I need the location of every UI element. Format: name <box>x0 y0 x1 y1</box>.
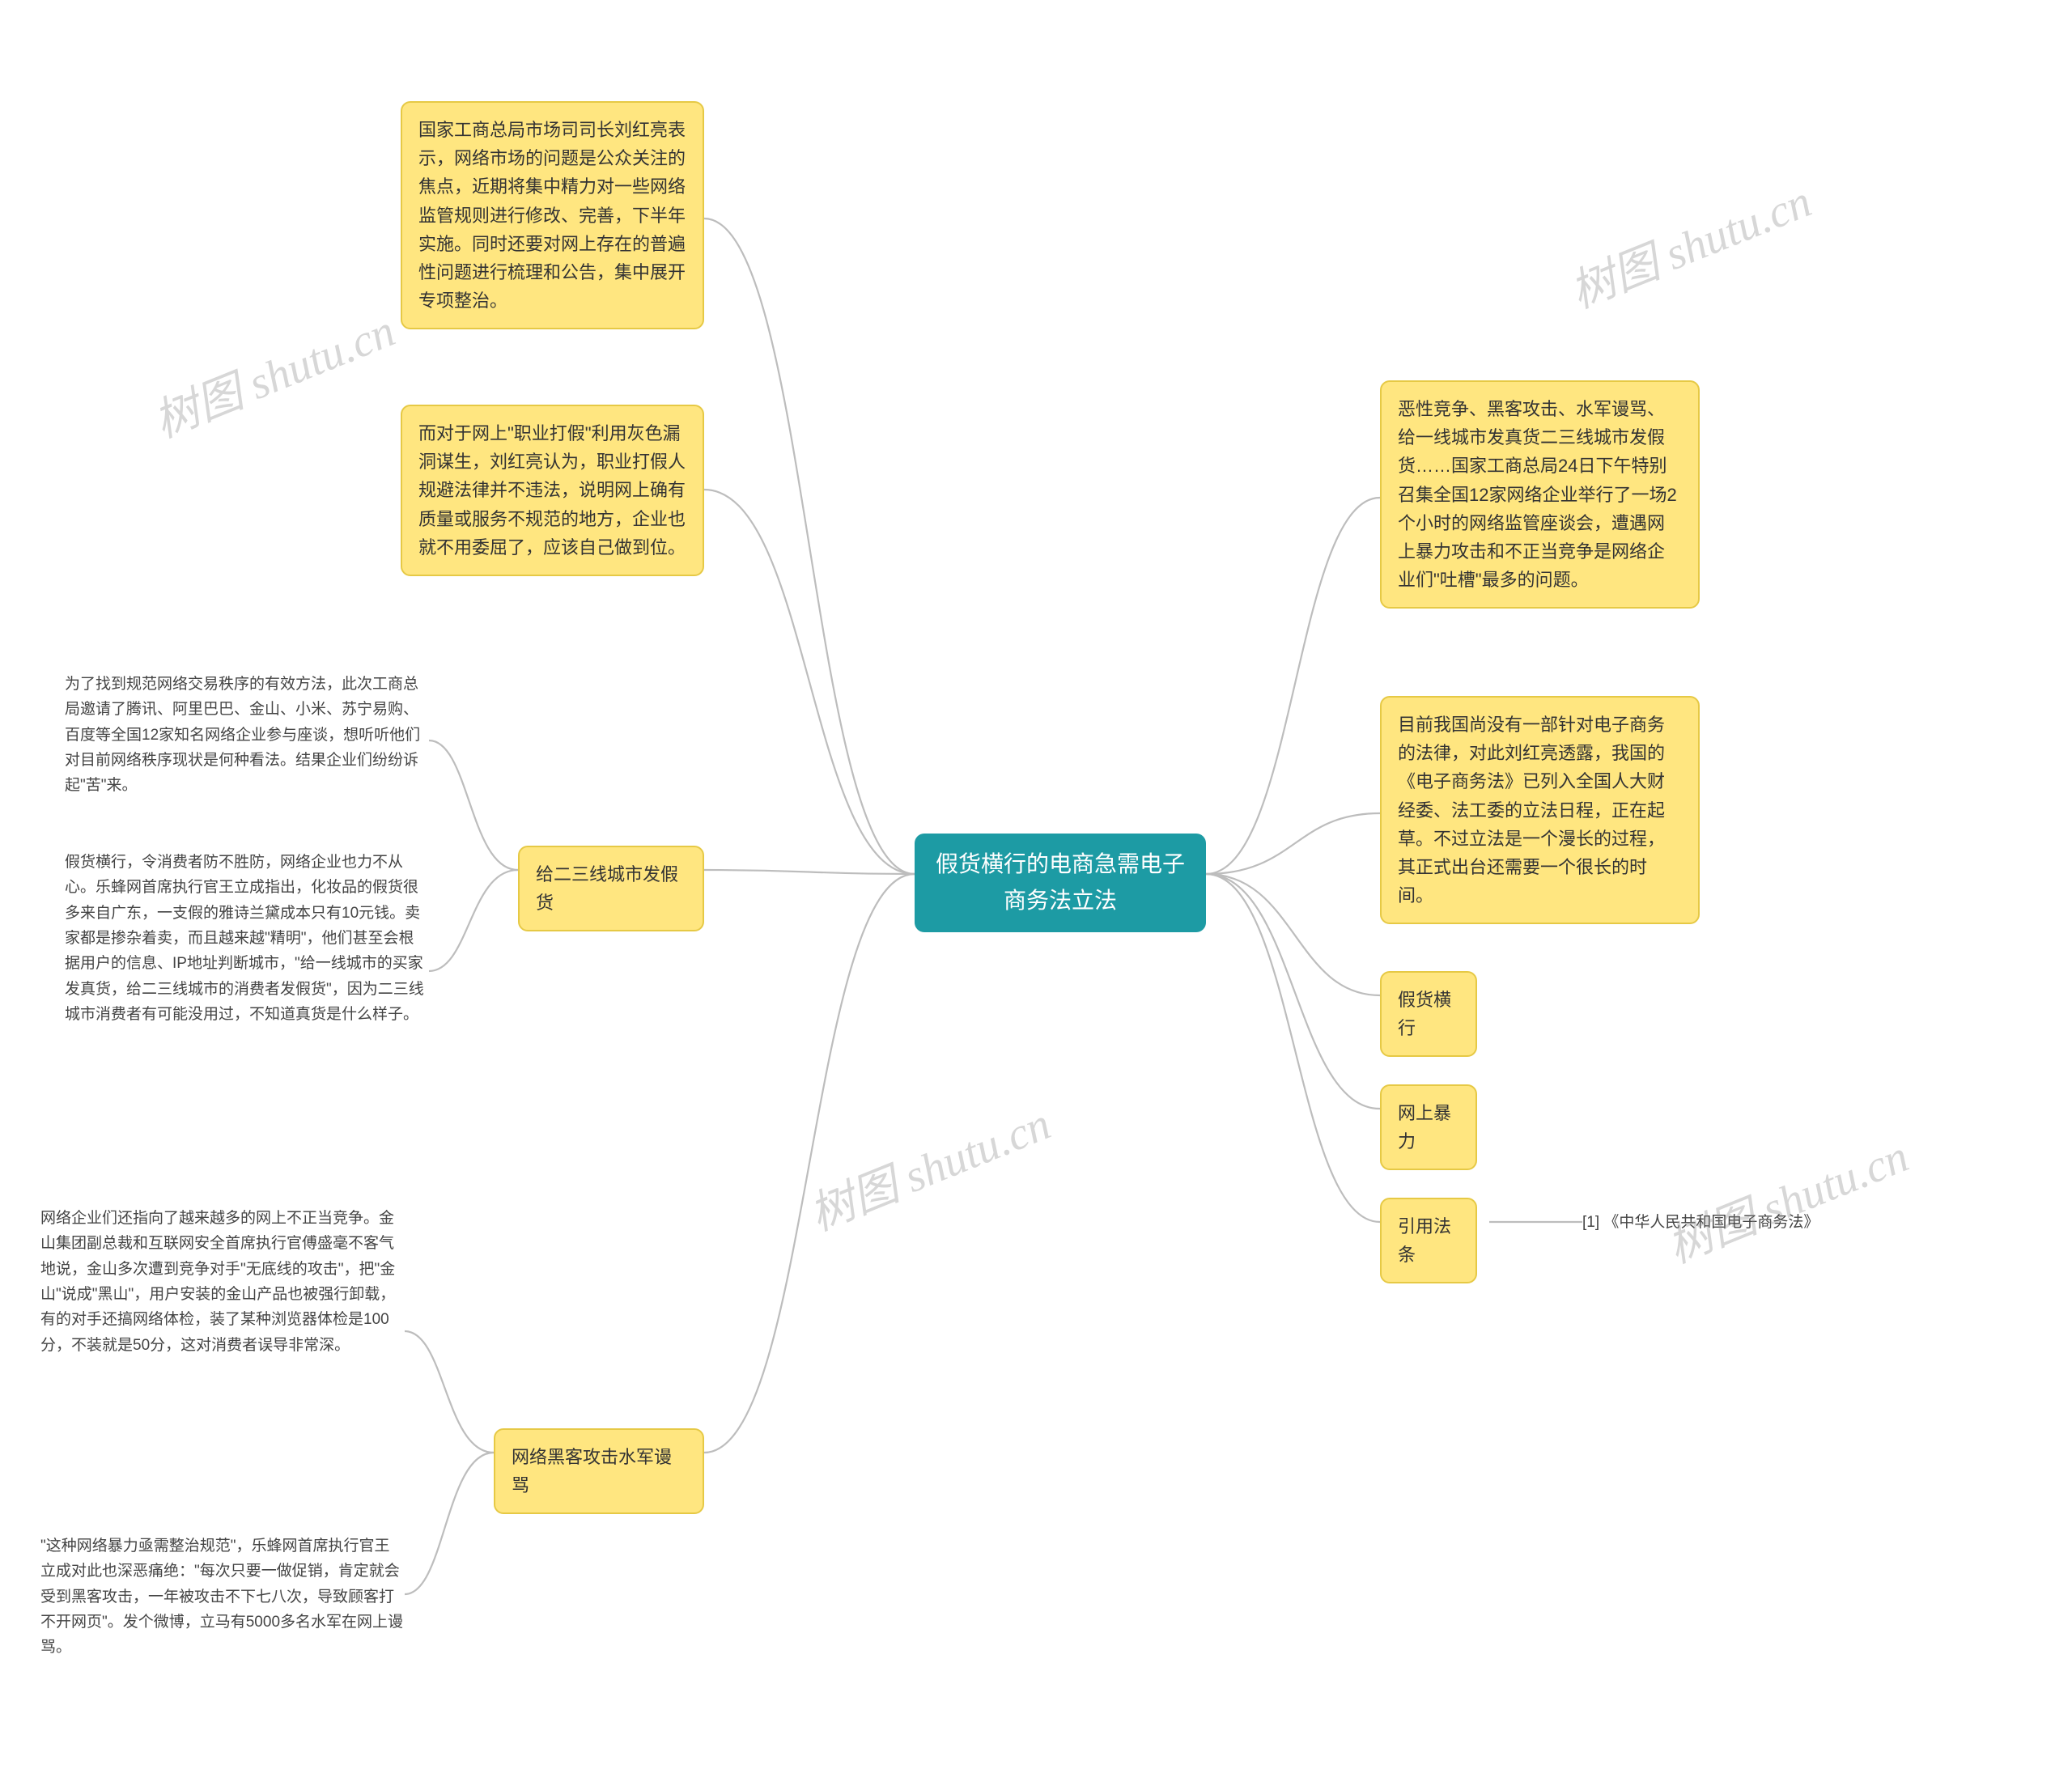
left-box-3-title-text: 给二三线城市发假货 <box>536 864 678 913</box>
right-box-5-text: 引用法条 <box>1398 1216 1451 1265</box>
watermark: 树图 shutu.cn <box>142 295 403 451</box>
left-3-p2-text: 假货横行，令消费者防不胜防，网络企业也力不从心。乐蜂网首席执行官王立成指出，化妆… <box>65 854 424 1023</box>
central-text: 假货横行的电商急需电子商务法立法 <box>936 851 1185 913</box>
left-4-p2-text: "这种网络暴力亟需整治规范"，乐蜂网首席执行官王立成对此也深恶痛绝："每次只要一… <box>40 1538 403 1656</box>
watermark: 树图 shutu.cn <box>1559 165 1819 321</box>
left-box-1-text: 国家工商总局市场司司长刘红亮表示，网络市场的问题是公众关注的焦点，近期将集中精力… <box>418 120 686 311</box>
left-4-p1-text: 网络企业们还指向了越来越多的网上不正当竞争。金山集团副总裁和互联网安全首席执行官… <box>40 1210 395 1354</box>
right-box-1: 恶性竞争、黑客攻击、水军谩骂、给一线城市发真货二三线城市发假货……国家工商总局2… <box>1380 380 1700 609</box>
left-box-3-title: 给二三线城市发假货 <box>518 846 704 931</box>
right-box-5: 引用法条 <box>1380 1198 1477 1283</box>
left-4-p1: 网络企业们还指向了越来越多的网上不正当竞争。金山集团副总裁和互联网安全首席执行官… <box>40 1206 405 1358</box>
right-5-cite: [1] 《中华人民共和国电子商务法》 <box>1582 1210 1819 1235</box>
left-3-p2: 假货横行，令消费者防不胜防，网络企业也力不从心。乐蜂网首席执行官王立成指出，化妆… <box>65 850 429 1027</box>
left-box-1: 国家工商总局市场司司长刘红亮表示，网络市场的问题是公众关注的焦点，近期将集中精力… <box>401 101 704 329</box>
right-box-2-text: 目前我国尚没有一部针对电子商务的法律，对此刘红亮透露，我国的《电子商务法》已列入… <box>1398 715 1665 906</box>
right-box-3-text: 假货横行 <box>1398 990 1451 1038</box>
left-4-p2: "这种网络暴力亟需整治规范"，乐蜂网首席执行官王立成对此也深恶痛绝："每次只要一… <box>40 1534 405 1661</box>
left-3-p1: 为了找到规范网络交易秩序的有效方法，此次工商总局邀请了腾讯、阿里巴巴、金山、小米… <box>65 672 429 799</box>
right-box-1-text: 恶性竞争、黑客攻击、水军谩骂、给一线城市发真货二三线城市发假货……国家工商总局2… <box>1398 399 1677 590</box>
left-box-2-text: 而对于网上"职业打假"利用灰色漏洞谋生，刘红亮认为，职业打假人规避法律并不违法，… <box>418 423 686 558</box>
watermark: 树图 shutu.cn <box>1656 1120 1917 1276</box>
right-5-cite-text: [1] 《中华人民共和国电子商务法》 <box>1582 1214 1819 1231</box>
right-box-3: 假货横行 <box>1380 971 1477 1057</box>
right-box-4: 网上暴力 <box>1380 1084 1477 1170</box>
right-box-4-text: 网上暴力 <box>1398 1103 1451 1152</box>
left-3-p1-text: 为了找到规范网络交易秩序的有效方法，此次工商总局邀请了腾讯、阿里巴巴、金山、小米… <box>65 676 420 794</box>
watermark: 树图 shutu.cn <box>798 1088 1059 1244</box>
left-box-4-title-text: 网络黑客攻击水军谩骂 <box>512 1447 672 1495</box>
left-box-4-title: 网络黑客攻击水军谩骂 <box>494 1428 704 1514</box>
central-node: 假货横行的电商急需电子商务法立法 <box>915 834 1206 932</box>
right-box-2: 目前我国尚没有一部针对电子商务的法律，对此刘红亮透露，我国的《电子商务法》已列入… <box>1380 696 1700 924</box>
left-box-2: 而对于网上"职业打假"利用灰色漏洞谋生，刘红亮认为，职业打假人规避法律并不违法，… <box>401 405 704 576</box>
